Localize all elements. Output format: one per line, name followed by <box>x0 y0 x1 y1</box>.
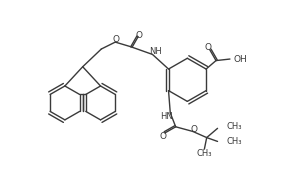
Text: CH₃: CH₃ <box>227 122 242 131</box>
Text: O: O <box>113 35 120 44</box>
Text: O: O <box>191 125 198 134</box>
Text: CH₃: CH₃ <box>197 149 212 158</box>
Text: HN: HN <box>160 112 173 121</box>
Text: NH: NH <box>149 47 162 56</box>
Text: CH₃: CH₃ <box>227 137 242 146</box>
Text: O: O <box>205 43 212 52</box>
Text: OH: OH <box>234 54 248 63</box>
Text: O: O <box>135 31 142 40</box>
Text: O: O <box>159 132 166 141</box>
